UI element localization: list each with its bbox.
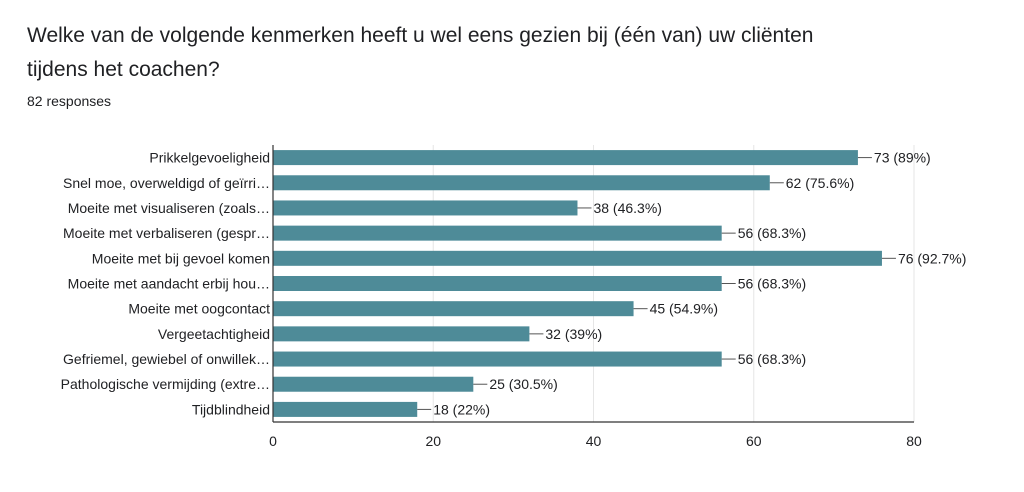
category-label: Vergeetachtigheid bbox=[158, 326, 270, 342]
bar bbox=[273, 376, 474, 392]
bar bbox=[273, 401, 418, 417]
category-label: Tijdblindheid bbox=[192, 401, 270, 417]
category-label: Moeite met verbaliseren (gespr… bbox=[63, 225, 270, 241]
bar bbox=[273, 276, 722, 291]
category-label: Moeite met oogcontact bbox=[128, 301, 270, 317]
category-label: Moeite met aandacht erbij hou… bbox=[68, 276, 270, 292]
bar bbox=[273, 175, 770, 191]
bar bbox=[273, 301, 634, 317]
value-label: 32 (39%) bbox=[545, 326, 602, 342]
category-label: Moeite met bij gevoel komen bbox=[92, 250, 270, 266]
category-label: Gefriemel, gewiebel of onwillek… bbox=[63, 351, 270, 367]
value-label: 25 (30.5%) bbox=[489, 376, 557, 392]
bar bbox=[273, 200, 578, 216]
bar bbox=[273, 225, 722, 241]
value-label: 56 (68.3%) bbox=[738, 276, 806, 292]
bar bbox=[273, 150, 858, 166]
value-label: 45 (54.9%) bbox=[650, 301, 718, 317]
value-label: 76 (92.7%) bbox=[898, 250, 966, 266]
x-tick-label: 80 bbox=[906, 433, 922, 449]
category-label: Pathologische vermijding (extre… bbox=[61, 376, 270, 392]
value-label: 18 (22%) bbox=[433, 401, 490, 417]
value-label: 38 (46.3%) bbox=[593, 200, 661, 216]
x-tick-label: 0 bbox=[269, 433, 277, 449]
value-label: 56 (68.3%) bbox=[738, 225, 806, 241]
category-label: Moeite met visualiseren (zoals… bbox=[68, 200, 270, 216]
category-label: Prikkelgevoeligheid bbox=[149, 150, 270, 166]
question-title: Welke van de volgende kenmerken heeft u … bbox=[27, 24, 814, 81]
x-tick-label: 20 bbox=[425, 433, 441, 449]
value-label: 56 (68.3%) bbox=[738, 351, 806, 367]
responses-count: 82 responses bbox=[27, 93, 112, 109]
bar bbox=[273, 351, 722, 367]
x-tick-label: 40 bbox=[586, 433, 602, 449]
category-label: Snel moe, overweldigd of geïrri… bbox=[63, 175, 270, 191]
bar bbox=[273, 250, 882, 266]
bar bbox=[273, 326, 530, 342]
value-label: 73 (89%) bbox=[874, 150, 931, 166]
x-tick-label: 60 bbox=[746, 433, 762, 449]
value-label: 62 (75.6%) bbox=[786, 175, 854, 191]
